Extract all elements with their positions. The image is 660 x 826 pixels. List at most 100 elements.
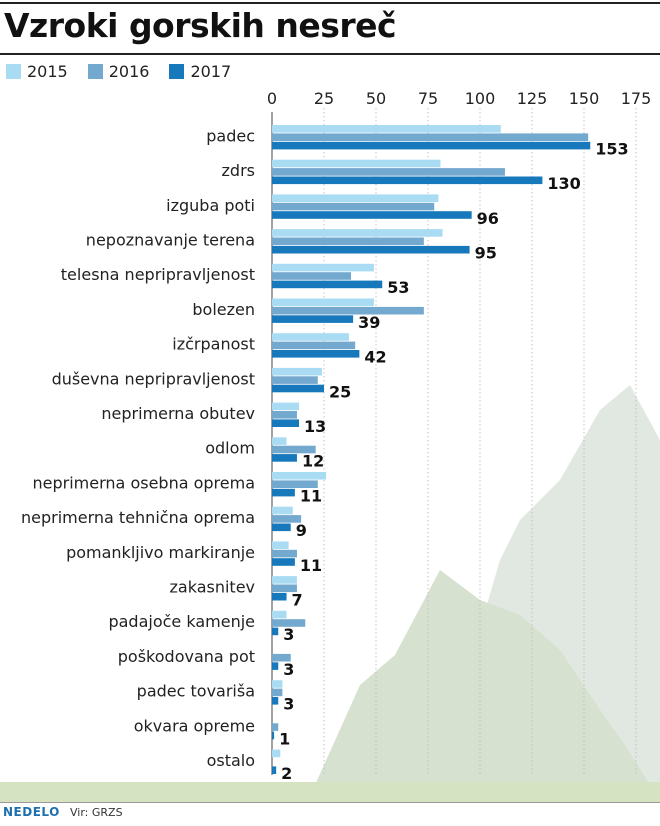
category-label: izguba poti bbox=[166, 196, 255, 215]
data-label: 7 bbox=[292, 591, 303, 610]
bar-2017 bbox=[272, 350, 360, 358]
bar-2017 bbox=[272, 454, 297, 462]
legend-label-2015: 2015 bbox=[27, 61, 68, 81]
bar-2016 bbox=[272, 272, 352, 280]
x-tick-label: 125 bbox=[517, 89, 548, 108]
bar-2017 bbox=[272, 280, 383, 289]
bar-2017 bbox=[272, 697, 279, 705]
bar-2016 bbox=[272, 237, 424, 246]
category-label: padec bbox=[206, 126, 255, 145]
bar-2015 bbox=[272, 610, 287, 619]
bar-2016 bbox=[272, 584, 297, 593]
data-label: 153 bbox=[595, 139, 628, 158]
bar-2015 bbox=[272, 125, 501, 133]
data-label: 39 bbox=[358, 313, 380, 332]
category-label: telesna nepripravljenost bbox=[61, 265, 255, 284]
category-label: poškodovana pot bbox=[118, 647, 255, 666]
data-label: 13 bbox=[304, 417, 326, 436]
data-label: 95 bbox=[475, 244, 497, 263]
x-tick-label: 150 bbox=[569, 89, 600, 108]
bar-2016 bbox=[272, 168, 505, 176]
bar-2015 bbox=[272, 472, 327, 480]
bar-2015 bbox=[272, 159, 441, 168]
category-labels: padec zdrs izguba poti nepoznavanje terena t… bbox=[21, 126, 255, 770]
bar-2015 bbox=[272, 541, 289, 549]
bar-2017 bbox=[272, 315, 354, 323]
bar-2016 bbox=[272, 133, 589, 141]
category-label: duševna nepripravljenost bbox=[52, 369, 255, 388]
x-tick-label: 0 bbox=[267, 89, 277, 108]
bar-2016 bbox=[272, 445, 316, 454]
bar-2015 bbox=[272, 194, 439, 202]
legend-swatch-2016 bbox=[87, 63, 103, 79]
category-label: padec tovariša bbox=[137, 682, 255, 701]
bar-2015 bbox=[272, 298, 374, 307]
bar-2017 bbox=[272, 523, 291, 532]
bar-2016 bbox=[272, 653, 291, 662]
x-axis-ticks: 0 25 50 75 100 125 150 175 bbox=[267, 89, 651, 108]
data-label: 9 bbox=[296, 521, 307, 540]
data-label: 42 bbox=[364, 348, 386, 367]
data-label: 25 bbox=[329, 382, 351, 401]
data-label: 11 bbox=[300, 556, 322, 575]
bar-2017 bbox=[272, 592, 287, 601]
category-label: ostalo bbox=[207, 751, 255, 770]
category-label: okvara opreme bbox=[134, 716, 255, 735]
data-label: 130 bbox=[547, 174, 580, 193]
category-label: pomankljivo markiranje bbox=[66, 543, 255, 562]
bar-2016 bbox=[272, 411, 297, 419]
bar-2016 bbox=[272, 549, 297, 558]
x-tick-label: 75 bbox=[418, 89, 438, 108]
bar-2017 bbox=[272, 141, 591, 150]
bar-2015 bbox=[272, 506, 293, 515]
legend-item-2017: 2017 bbox=[169, 62, 231, 81]
data-label: 96 bbox=[477, 209, 499, 228]
bar-2017 bbox=[272, 558, 295, 566]
mountain-front-shape bbox=[315, 570, 650, 785]
bar-2017 bbox=[272, 662, 279, 670]
bar-2016 bbox=[272, 723, 279, 731]
chart-title: Vzroki gorskih nesreč bbox=[4, 6, 397, 45]
footer-rule bbox=[0, 802, 660, 803]
bar-2016 bbox=[272, 341, 356, 350]
bar-2015 bbox=[272, 263, 374, 272]
category-label: neprimerna osebna oprema bbox=[33, 473, 255, 492]
category-label: bolezen bbox=[192, 300, 255, 319]
x-tick-label: 100 bbox=[465, 89, 496, 108]
data-label: 11 bbox=[300, 486, 322, 505]
legend-item-2016: 2016 bbox=[87, 62, 149, 81]
bar-2015 bbox=[272, 367, 322, 376]
source-note: Vir: GRZS bbox=[70, 806, 123, 819]
legend: 2015 2016 2017 bbox=[6, 60, 251, 82]
bar-2015 bbox=[272, 576, 297, 584]
data-label: 2 bbox=[281, 764, 292, 783]
bar-2017 bbox=[272, 245, 470, 254]
ground-strip bbox=[0, 782, 660, 802]
data-label: 1 bbox=[279, 729, 290, 748]
bar-2016 bbox=[272, 515, 302, 523]
legend-item-2015: 2015 bbox=[6, 62, 68, 81]
bar-2015 bbox=[272, 402, 300, 411]
bar-2015 bbox=[272, 437, 287, 445]
bar-2016 bbox=[272, 619, 306, 627]
category-label: nepoznavanje terena bbox=[86, 231, 255, 250]
legend-swatch-2015 bbox=[6, 63, 21, 79]
title-rule bbox=[0, 53, 660, 55]
bar-2016 bbox=[272, 688, 283, 697]
bar-2017 bbox=[272, 211, 472, 219]
data-label: 3 bbox=[283, 695, 294, 714]
bar-2015 bbox=[272, 229, 443, 237]
data-label: 3 bbox=[283, 625, 294, 644]
x-tick-label: 175 bbox=[621, 89, 652, 108]
bar-2015 bbox=[272, 680, 283, 688]
category-label: odlom bbox=[205, 439, 255, 458]
top-rule bbox=[0, 2, 660, 4]
bars bbox=[272, 125, 591, 774]
x-tick-label: 50 bbox=[366, 89, 386, 108]
bar-2016 bbox=[272, 376, 318, 384]
data-label: 53 bbox=[387, 278, 409, 297]
legend-swatch-2017 bbox=[169, 63, 185, 79]
data-label: 3 bbox=[283, 660, 294, 679]
